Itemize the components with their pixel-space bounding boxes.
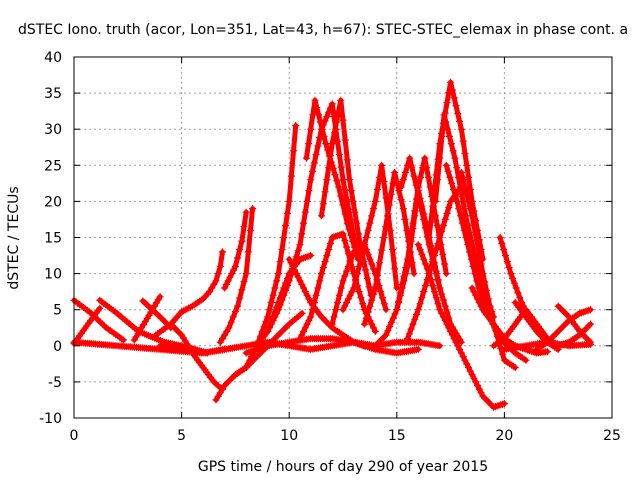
series-33 (490, 306, 594, 350)
x-tick-label-2: 10 (280, 428, 298, 444)
y-tick-label-7: 25 (44, 158, 62, 174)
series-37 (156, 338, 444, 357)
series-8 (212, 309, 306, 404)
series-23 (393, 154, 450, 314)
series-7-markers (152, 248, 226, 339)
y-tick-label-3: 5 (53, 303, 62, 319)
series-9 (216, 205, 257, 346)
series-6 (167, 320, 224, 392)
y-tick-label-10: 40 (44, 50, 62, 66)
series-25-markers (414, 241, 508, 411)
y-tick-label-5: 15 (44, 231, 62, 247)
chart-title: dSTEC Iono. truth (acor, Lon=351, Lat=43… (18, 22, 628, 38)
x-axis-label: GPS time / hours of day 290 of year 2015 (198, 459, 488, 475)
x-tick-label-5: 25 (603, 428, 621, 444)
x-tick-label-4: 20 (495, 428, 513, 444)
y-tick-label-0: -10 (39, 411, 62, 427)
x-tick-label-0: 0 (70, 428, 79, 444)
x-tick-label-1: 5 (177, 428, 186, 444)
series-10-markers (221, 208, 250, 292)
y-tick-label-4: 10 (44, 267, 62, 283)
y-tick-label-2: 0 (53, 339, 62, 355)
series-25 (414, 241, 508, 411)
series-38 (242, 335, 422, 357)
y-tick-label-8: 30 (44, 122, 62, 138)
y-tick-label-1: -5 (48, 375, 62, 391)
series-9-markers (216, 205, 257, 346)
series-24 (404, 183, 465, 343)
series-19-markers (339, 161, 401, 314)
y-tick-label-6: 20 (44, 194, 62, 210)
series-36 (500, 338, 594, 353)
series-36-markers (500, 338, 594, 353)
x-tick-label-3: 15 (388, 428, 406, 444)
y-axis-label: dSTEC / TECUs (6, 186, 22, 289)
axis-ticks: 0 5 10 15 20 25 -10 -5 0 5 10 15 20 25 30 35 40 (39, 50, 621, 444)
series-29 (457, 169, 519, 371)
series-7 (152, 248, 226, 339)
series-38-markers (242, 335, 422, 357)
series-23-markers (393, 154, 450, 314)
series-13-markers (264, 252, 315, 335)
series-3 (130, 293, 164, 344)
series-13 (264, 252, 315, 335)
series-10 (221, 208, 250, 292)
y-tick-label-9: 35 (44, 86, 62, 102)
series-29-markers (457, 169, 519, 371)
series-35 (554, 302, 594, 346)
series-9-line (217, 206, 256, 345)
series-8-markers (212, 309, 306, 404)
series-35-markers (554, 302, 594, 346)
series-group (70, 78, 594, 411)
series-19 (339, 161, 401, 314)
